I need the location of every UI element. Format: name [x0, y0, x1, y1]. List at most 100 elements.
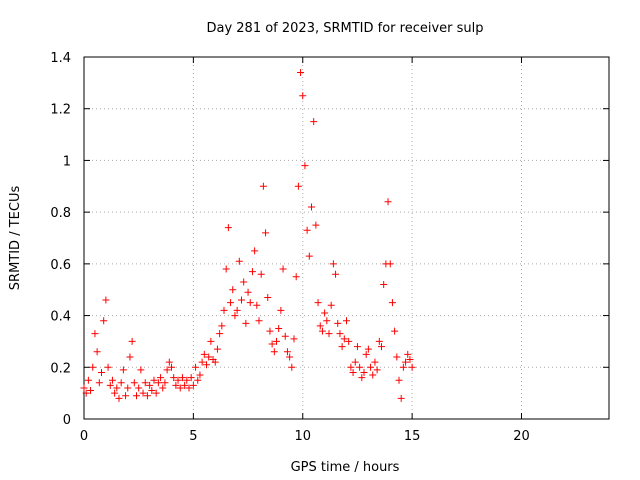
data-point	[108, 376, 116, 384]
data-point	[100, 317, 108, 325]
data-point	[404, 350, 412, 358]
data-point	[207, 337, 215, 345]
y-tick-label: 0.8	[50, 206, 71, 221]
data-point	[139, 389, 147, 397]
y-tick-label: 0.2	[50, 361, 71, 376]
data-point	[408, 363, 416, 371]
data-point	[152, 389, 160, 397]
data-point	[233, 306, 241, 314]
data-point	[159, 384, 167, 392]
y-tick-label: 1	[63, 154, 71, 169]
data-point	[275, 325, 283, 332]
data-point	[402, 358, 410, 366]
data-point	[104, 363, 112, 371]
data-point	[360, 368, 368, 376]
data-point	[98, 368, 105, 376]
data-point	[338, 343, 346, 351]
data-point	[290, 335, 298, 343]
data-point	[369, 371, 377, 379]
y-tick-label: 0.6	[50, 258, 71, 273]
data-point	[312, 221, 320, 229]
data-point	[367, 363, 375, 371]
data-point	[303, 226, 311, 234]
data-point	[216, 330, 224, 338]
data-point	[111, 389, 119, 397]
data-point	[137, 366, 145, 374]
data-point	[334, 319, 342, 327]
data-point	[183, 376, 191, 384]
data-point	[143, 392, 151, 400]
data-point	[362, 350, 370, 358]
data-point	[386, 260, 394, 268]
data-point	[194, 376, 202, 384]
data-point	[332, 270, 340, 278]
x-tick-label: 0	[80, 429, 88, 444]
data-point	[176, 384, 184, 392]
data-point	[192, 363, 200, 371]
data-point	[113, 384, 121, 392]
data-point	[305, 252, 313, 260]
data-point	[196, 371, 204, 379]
data-point	[130, 379, 138, 387]
data-point	[91, 330, 99, 338]
data-point	[301, 162, 309, 170]
data-point	[170, 374, 178, 382]
data-point	[178, 374, 186, 382]
data-point	[93, 348, 101, 356]
data-point	[82, 389, 90, 397]
data-point	[181, 381, 189, 389]
data-point	[406, 356, 414, 364]
data-point	[165, 358, 173, 366]
data-point	[89, 363, 97, 371]
chart-title: Day 281 of 2023, SRMTID for receiver sul…	[206, 21, 483, 36]
data-point	[279, 265, 287, 273]
data-point	[378, 343, 385, 351]
data-point	[336, 330, 344, 338]
data-point	[251, 247, 259, 255]
data-point	[323, 317, 331, 325]
y-tick-label: 0.4	[50, 310, 71, 325]
data-point	[358, 374, 366, 382]
data-point	[246, 299, 254, 307]
data-point	[189, 381, 197, 389]
data-point	[146, 381, 154, 389]
data-point	[150, 376, 158, 384]
data-point	[198, 358, 206, 366]
x-tick-label: 15	[404, 429, 421, 444]
data-point	[148, 387, 156, 395]
data-point	[117, 379, 125, 387]
y-tick-label: 1.4	[50, 51, 71, 66]
data-point	[168, 363, 175, 371]
data-point	[325, 330, 333, 338]
data-point	[314, 299, 322, 307]
plot-frame	[83, 56, 610, 420]
data-point	[321, 309, 329, 317]
data-point	[122, 392, 130, 400]
data-point	[203, 361, 210, 369]
data-point	[80, 384, 88, 392]
data-point	[253, 301, 261, 309]
data-point	[257, 270, 265, 278]
data-point	[364, 345, 372, 353]
data-point	[227, 299, 235, 307]
data-points	[80, 69, 416, 402]
data-point	[222, 265, 230, 273]
data-point	[345, 337, 353, 345]
data-point	[200, 350, 208, 358]
data-point	[318, 327, 326, 335]
data-point	[211, 358, 219, 366]
data-point	[238, 296, 245, 304]
x-axis-label: GPS time / hours	[291, 460, 400, 475]
grid-lines	[84, 57, 609, 419]
x-tick-label: 20	[513, 429, 530, 444]
data-point	[310, 118, 318, 126]
data-point	[172, 381, 180, 389]
data-point	[273, 337, 280, 345]
data-point	[393, 353, 401, 361]
data-point	[286, 353, 294, 361]
data-point	[135, 384, 143, 392]
data-point	[353, 343, 361, 351]
data-point	[329, 260, 337, 268]
data-point	[397, 394, 405, 402]
